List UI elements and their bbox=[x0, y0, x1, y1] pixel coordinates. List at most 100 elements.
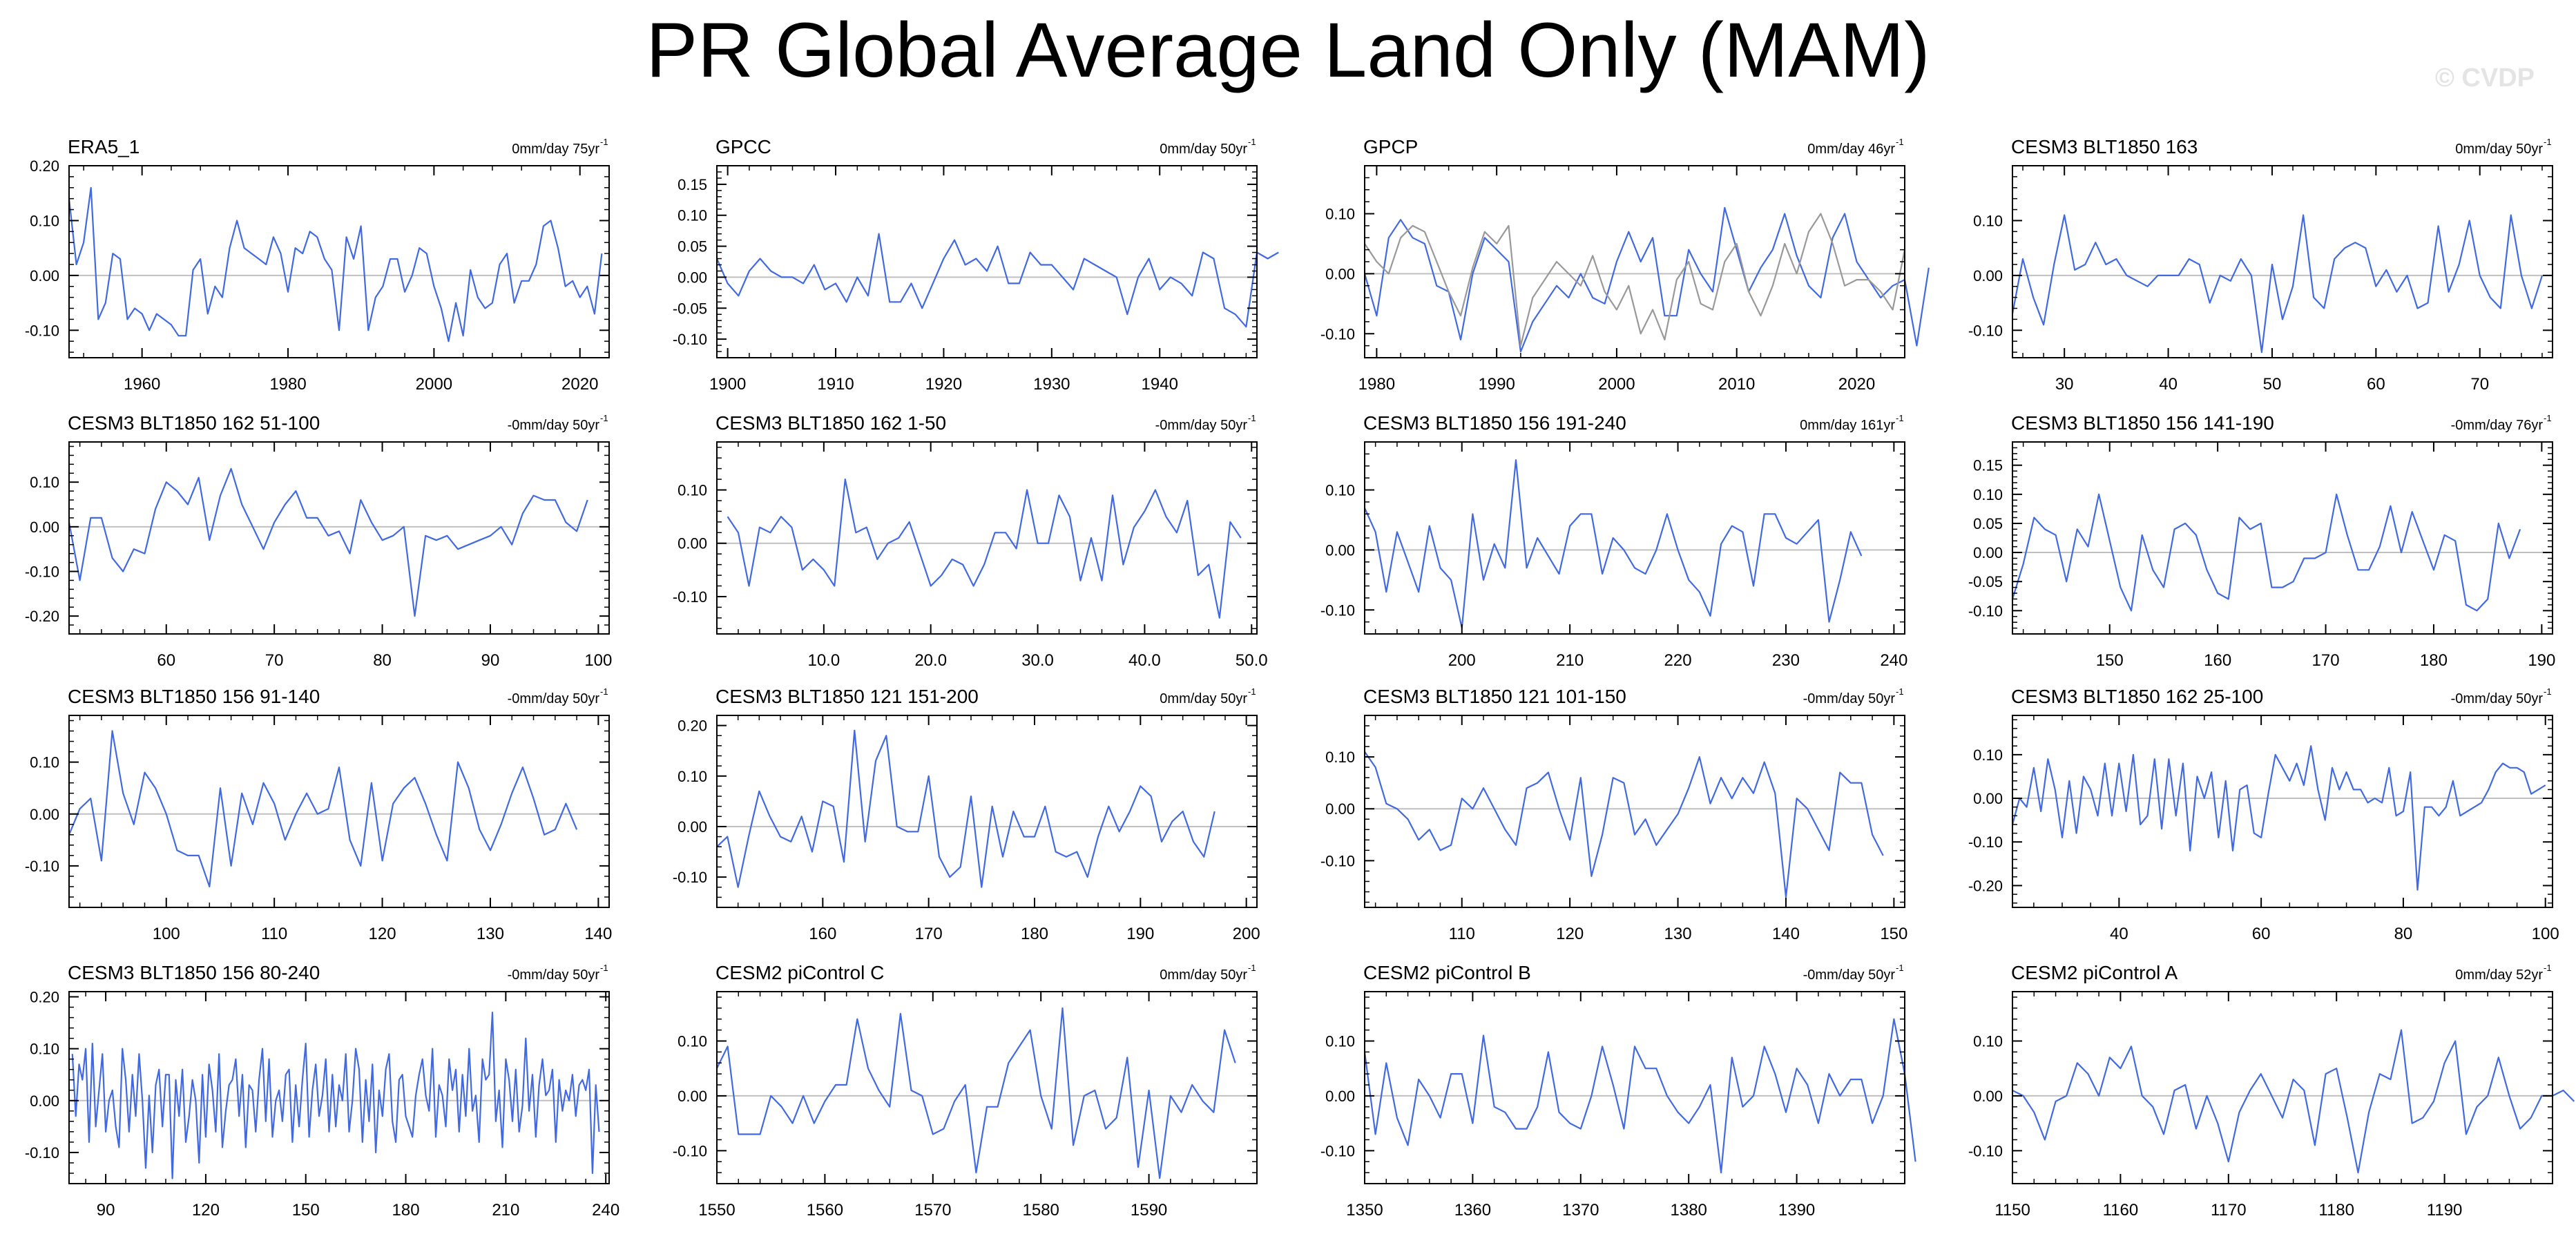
x-tick-label: 1900 bbox=[709, 375, 746, 394]
panel-title: CESM3 BLT1850 121 151-200 bbox=[715, 686, 979, 707]
trend-label: -0mm/day 50yr bbox=[508, 418, 600, 433]
x-tick-label: 110 bbox=[261, 925, 287, 943]
y-tick-label: -0.10 bbox=[1968, 834, 2003, 851]
x-tick-label: 150 bbox=[292, 1201, 320, 1220]
y-tick-label: 0.20 bbox=[30, 989, 59, 1006]
x-tick-label: 190 bbox=[2528, 651, 2555, 670]
x-tick-label: 100 bbox=[2532, 925, 2559, 943]
y-tick-label: 0.00 bbox=[677, 1088, 707, 1105]
x-tick-label: 60 bbox=[2367, 375, 2385, 394]
x-tick-label: 1590 bbox=[1131, 1201, 1167, 1220]
x-tick-label: 150 bbox=[1880, 925, 1907, 943]
trend-exponent: -1 bbox=[1896, 686, 1904, 697]
y-tick-label: -0.10 bbox=[1320, 325, 1355, 343]
y-tick-label: -0.10 bbox=[1968, 1142, 2003, 1159]
y-tick-label: 0.10 bbox=[1973, 212, 2003, 229]
y-tick-label: 0.10 bbox=[30, 212, 59, 229]
y-tick-label: 0.10 bbox=[677, 768, 707, 785]
panel-title: CESM3 BLT1850 156 91-140 bbox=[68, 686, 320, 707]
panel-title: CESM3 BLT1850 121 101-150 bbox=[1363, 686, 1626, 707]
panel-title: CESM3 BLT1850 162 51-100 bbox=[68, 412, 320, 434]
x-tick-label: 30.0 bbox=[1021, 651, 1054, 670]
y-tick-label: -0.10 bbox=[1320, 601, 1355, 619]
x-tick-label: 1350 bbox=[1346, 1201, 1383, 1220]
trend-exponent: -1 bbox=[1896, 413, 1904, 423]
series-line bbox=[1364, 751, 1884, 898]
y-tick-label: 0.10 bbox=[1325, 1032, 1355, 1050]
x-tick-label: 1170 bbox=[2211, 1201, 2247, 1220]
y-tick-label: -0.10 bbox=[1968, 602, 2003, 619]
x-tick-label: 10.0 bbox=[807, 651, 840, 670]
chart-panel: 150 160 170 180 190 -0.10 -0.05 0.00 0.05 0.10 0.1… bbox=[1968, 412, 2556, 670]
x-tick-label: 90 bbox=[481, 651, 500, 670]
y-tick-label: -0.05 bbox=[673, 300, 707, 317]
x-tick-label: 160 bbox=[2204, 651, 2231, 670]
panel-title: CESM2 piControl B bbox=[1363, 962, 1531, 983]
y-tick-label: 0.10 bbox=[30, 1041, 59, 1058]
trend-label: 0mm/day 50yr bbox=[1160, 691, 1247, 706]
series-line bbox=[2011, 493, 2521, 612]
series-line bbox=[68, 468, 588, 617]
x-tick-label: 70 bbox=[2470, 375, 2489, 394]
x-tick-label: 90 bbox=[97, 1201, 115, 1220]
x-tick-label: 40 bbox=[2159, 375, 2178, 394]
y-tick-label: 0.00 bbox=[1973, 790, 2003, 807]
x-tick-label: 2010 bbox=[1718, 375, 1755, 394]
x-tick-label: 1910 bbox=[817, 375, 854, 394]
chart-panel: 10.0 20.0 30.0 40.0 50.0 -0.10 0.00 0.10 CESM3 B… bbox=[673, 412, 1268, 670]
x-tick-label: 180 bbox=[1021, 925, 1048, 943]
panel-title: CESM3 BLT1850 156 80-240 bbox=[68, 962, 320, 983]
y-tick-label: 0.05 bbox=[677, 238, 707, 256]
series-line bbox=[2012, 1029, 2575, 1174]
series-line bbox=[716, 729, 1215, 888]
y-tick-label: -0.10 bbox=[1320, 1142, 1355, 1159]
y-tick-label: -0.10 bbox=[1968, 322, 2003, 339]
y-tick-label: 0.10 bbox=[1325, 482, 1355, 499]
plot-frame bbox=[716, 991, 1258, 1184]
x-tick-label: 80 bbox=[2394, 925, 2413, 943]
plot-frame bbox=[2012, 715, 2553, 908]
x-tick-label: 210 bbox=[1556, 651, 1584, 670]
trend-exponent: -1 bbox=[2544, 963, 2552, 973]
y-tick-label: -0.10 bbox=[673, 869, 707, 886]
page-title: PR Global Average Land Only (MAM) bbox=[646, 7, 1930, 93]
x-tick-label: 80 bbox=[373, 651, 392, 670]
x-tick-label: 1920 bbox=[925, 375, 962, 394]
x-tick-label: 1980 bbox=[269, 375, 306, 394]
chart-panel: 1350 1360 1370 1380 1390 -0.10 0.00 0.10 CESM2 p… bbox=[1320, 962, 1916, 1220]
panel-title: ERA5_1 bbox=[68, 136, 140, 157]
series-line bbox=[1363, 1018, 1916, 1174]
x-tick-label: 120 bbox=[369, 925, 396, 943]
y-tick-label: 0.10 bbox=[1325, 206, 1355, 223]
y-tick-label: 0.20 bbox=[677, 717, 707, 735]
y-tick-label: 0.00 bbox=[1973, 267, 2003, 285]
y-tick-label: 0.15 bbox=[677, 176, 707, 193]
trend-exponent: -1 bbox=[1248, 686, 1256, 697]
series-line bbox=[2011, 745, 2546, 891]
chart-panel: 1550 1560 1570 1580 1590 -0.10 0.00 0.10 CESM2 p… bbox=[673, 962, 1258, 1220]
x-tick-label: 40 bbox=[2110, 925, 2128, 943]
y-tick-label: -0.20 bbox=[25, 608, 59, 625]
x-tick-label: 120 bbox=[192, 1201, 220, 1220]
plot-frame bbox=[716, 441, 1258, 635]
y-tick-label: 0.00 bbox=[30, 806, 59, 823]
y-tick-label: -0.10 bbox=[673, 1142, 707, 1159]
trend-exponent: -1 bbox=[1896, 963, 1904, 973]
x-tick-label: 1370 bbox=[1562, 1201, 1599, 1220]
y-tick-label: 0.05 bbox=[1973, 515, 2003, 532]
plot-frame bbox=[2012, 165, 2553, 358]
x-tick-label: 190 bbox=[1126, 925, 1154, 943]
y-tick-label: 0.00 bbox=[1325, 1088, 1355, 1105]
trend-exponent: -1 bbox=[600, 413, 608, 423]
x-tick-label: 1930 bbox=[1033, 375, 1070, 394]
x-tick-label: 30 bbox=[2055, 375, 2074, 394]
x-tick-label: 1990 bbox=[1478, 375, 1515, 394]
x-tick-label: 2000 bbox=[1598, 375, 1635, 394]
y-tick-label: -0.10 bbox=[1320, 852, 1355, 869]
x-tick-label: 20.0 bbox=[914, 651, 947, 670]
x-tick-label: 1390 bbox=[1778, 1201, 1815, 1220]
watermark: © CVDP bbox=[2434, 64, 2535, 93]
chart-panel: 60 70 80 90 100 -0.20 -0.10 0.00 0.10 CESM3 BLT18… bbox=[25, 412, 613, 670]
x-tick-label: 230 bbox=[1772, 651, 1800, 670]
x-tick-label: 2020 bbox=[561, 375, 598, 394]
